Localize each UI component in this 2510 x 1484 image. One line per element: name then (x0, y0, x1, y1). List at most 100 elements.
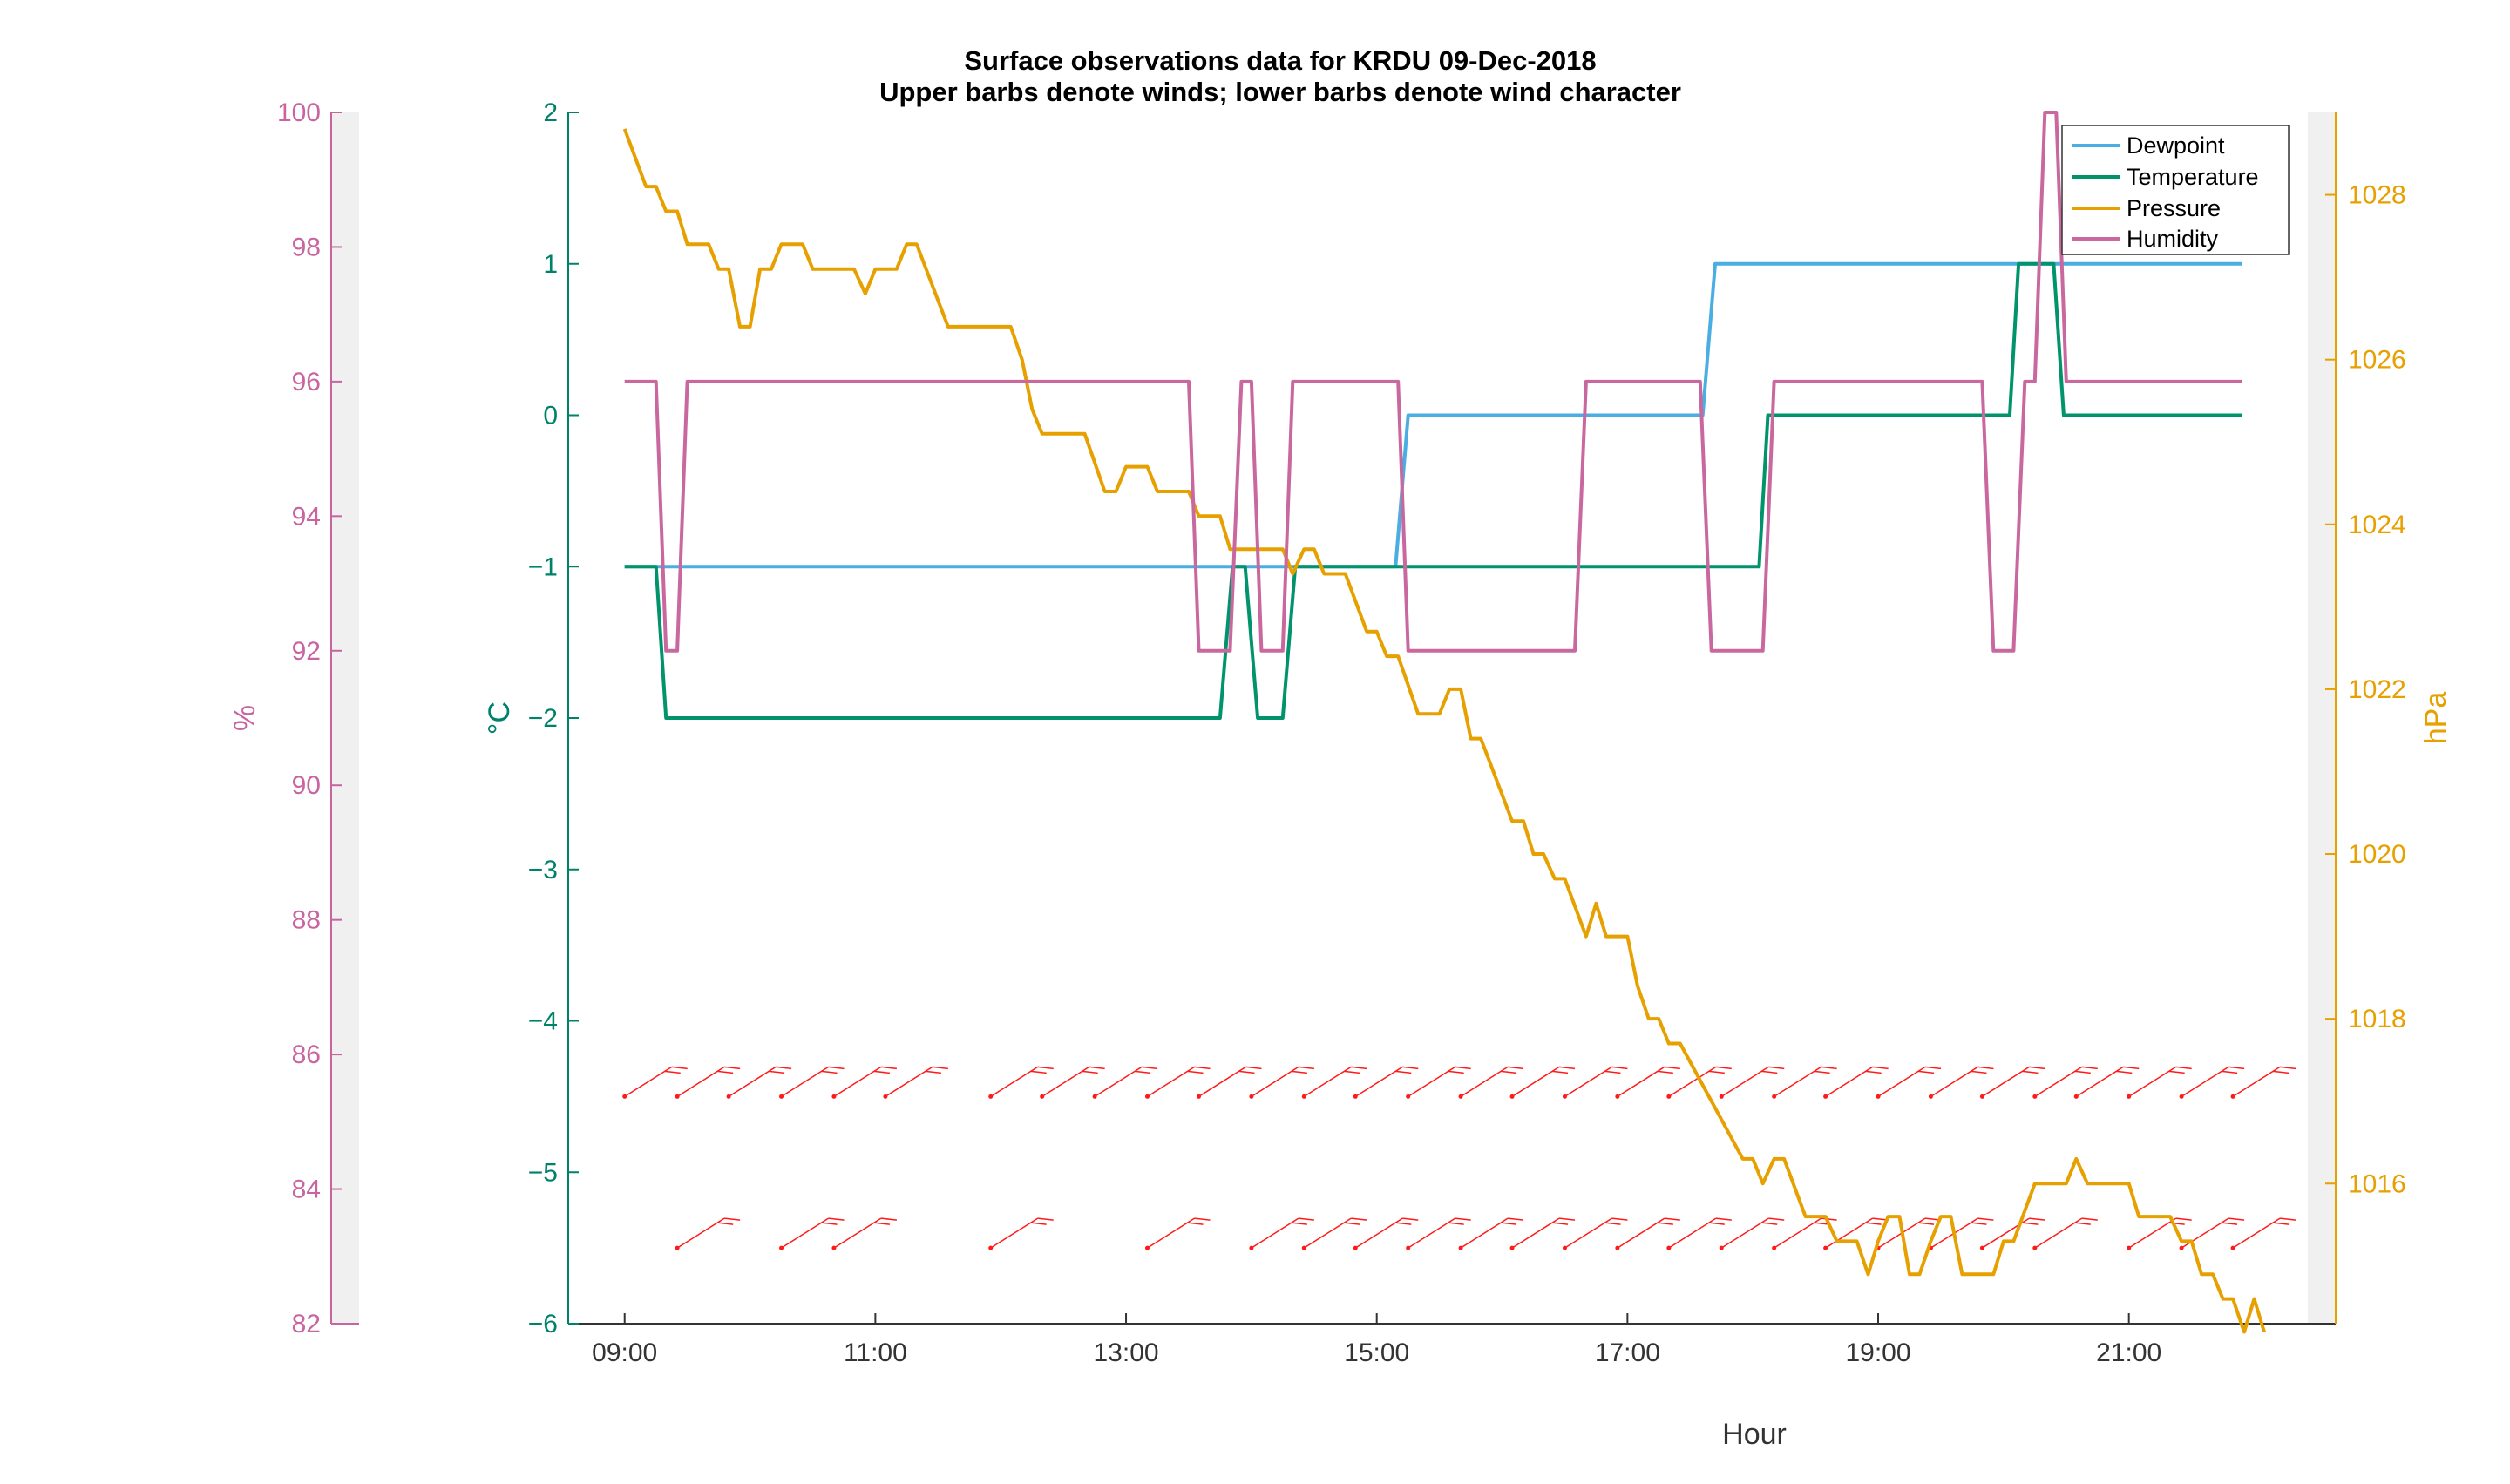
upper-wind-barb-feather (1500, 1070, 1517, 1074)
lower-wind-barb-feather (1977, 1217, 1994, 1221)
upper-wind-barb-feather (1187, 1070, 1204, 1074)
lower-wind-barb-feather (1395, 1222, 1412, 1225)
humidity-tick-label: 92 (292, 637, 321, 666)
lower-wind-barb-staff (1303, 1217, 1352, 1249)
lower-wind-barb-staff (1460, 1217, 1509, 1249)
upper-wind-barb-feather (1344, 1070, 1360, 1074)
upper-wind-barb-feather (932, 1066, 948, 1070)
pressure-tick-label: 1018 (2348, 1005, 2406, 1033)
temperature-tick-label: 1 (543, 250, 558, 279)
upper-wind-barb-feather (1814, 1070, 1830, 1074)
lower-wind-barb-staff (2181, 1217, 2229, 1249)
lower-wind-barb-feather (1768, 1217, 1785, 1221)
upper-wind-barb-staff (2232, 1066, 2281, 1098)
lower-wind-barb-feather (2222, 1222, 2238, 1225)
lower-wind-barb-staff (1564, 1217, 1612, 1249)
upper-wind-barb-feather (2168, 1070, 2185, 1074)
upper-wind-barb-staff (2181, 1066, 2229, 1098)
upper-wind-barb-staff (1094, 1066, 1143, 1098)
x-tick-label: 17:00 (1595, 1338, 1660, 1367)
lower-wind-barb-feather (724, 1217, 741, 1221)
chart-subtitle: Upper barbs denote winds; lower barbs de… (879, 77, 1681, 107)
humidity-tick-label: 88 (292, 906, 321, 935)
lower-wind-barb-feather (717, 1222, 734, 1225)
lower-wind-barb-feather (1455, 1217, 1471, 1221)
upper-wind-barb-feather (1715, 1066, 1732, 1070)
pressure-tick-label: 1024 (2348, 511, 2406, 539)
lower-wind-barb-feather (2272, 1222, 2290, 1225)
upper-wind-barb-staff (2034, 1066, 2083, 1098)
lower-wind-barb-staff (1668, 1217, 1717, 1249)
upper-wind-barb-feather (1971, 1070, 1987, 1074)
x-tick-label: 09:00 (592, 1338, 657, 1367)
lower-wind-barb-feather (1558, 1217, 1576, 1221)
upper-wind-barb-feather (717, 1070, 734, 1074)
upper-wind-barb-staff (1930, 1066, 1978, 1098)
legend-label-pressure: Pressure (2127, 195, 2221, 221)
lower-wind-barb-feather (1298, 1217, 1314, 1221)
lower-wind-barb-staff (1147, 1217, 1195, 1249)
upper-wind-barb-staff (1303, 1066, 1352, 1098)
upper-wind-barb-staff (624, 1066, 673, 1098)
lower-wind-barb-staff (676, 1217, 725, 1249)
temperature-axis-label: °C (483, 701, 516, 735)
humidity-axis-label: % (228, 705, 261, 731)
upper-wind-barb-feather (1298, 1066, 1314, 1070)
upper-wind-barb-feather (1291, 1070, 1307, 1074)
upper-wind-barb-feather (1238, 1070, 1255, 1074)
series-line-humidity (624, 111, 2242, 653)
lower-wind-barb-feather (1194, 1217, 1211, 1221)
upper-wind-barb-staff (1198, 1066, 1246, 1098)
upper-wind-barb-feather (1455, 1066, 1471, 1070)
pressure-tick-label: 1028 (2348, 181, 2406, 210)
lower-wind-barb-feather (2228, 1217, 2245, 1221)
upper-wind-barb-feather (2279, 1066, 2296, 1070)
upper-wind-barb-feather (1865, 1070, 1882, 1074)
upper-wind-barb-feather (1551, 1070, 1569, 1074)
legend: Dewpoint Temperature Pressure Humidity (2061, 125, 2290, 255)
upper-wind-barb-feather (2175, 1066, 2192, 1070)
upper-wind-barb-feather (1872, 1066, 1889, 1070)
upper-wind-barb-feather (873, 1070, 891, 1074)
upper-wind-barb-staff (1877, 1066, 1926, 1098)
lower-wind-barb-feather (1715, 1217, 1732, 1221)
humidity-tick-label: 96 (292, 368, 321, 396)
upper-wind-barb-feather (1507, 1066, 1524, 1070)
upper-wind-barb-feather (1604, 1070, 1621, 1074)
lower-wind-barb-feather (828, 1217, 845, 1221)
humidity-axis-strip (331, 112, 359, 1324)
lower-wind-barb-staff (781, 1217, 829, 1249)
pressure-tick-label: 1020 (2348, 840, 2406, 869)
lower-wind-barb-feather (2022, 1222, 2039, 1225)
upper-wind-barb-feather (1082, 1070, 1098, 1074)
upper-wind-barb-feather (1402, 1066, 1419, 1070)
lower-wind-barb-feather (1865, 1222, 1882, 1225)
upper-wind-barb-feather (2074, 1070, 2091, 1074)
lower-wind-barb-feather (2029, 1217, 2045, 1221)
upper-wind-barb-staff (781, 1066, 829, 1098)
lower-wind-barb-feather (1351, 1217, 1367, 1221)
lower-wind-barb-staff (2232, 1217, 2281, 1249)
upper-wind-barb-feather (1977, 1066, 1994, 1070)
upper-wind-barb-staff (1825, 1066, 1874, 1098)
upper-wind-barb-feather (776, 1066, 792, 1070)
upper-wind-barb-feather (1924, 1066, 1942, 1070)
upper-wind-barb-feather (1768, 1066, 1785, 1070)
lower-wind-barb-feather (1917, 1222, 1935, 1225)
upper-wind-barb-feather (1037, 1066, 1054, 1070)
lower-wind-barb-feather (873, 1222, 891, 1225)
legend-label-humidity: Humidity (2127, 226, 2219, 252)
lower-wind-barb-feather (1402, 1217, 1419, 1221)
upper-wind-barb-staff (1408, 1066, 1456, 1098)
legend-label-dewpoint: Dewpoint (2127, 132, 2225, 159)
pressure-axis-strip (2308, 112, 2336, 1324)
upper-wind-barb-feather (2228, 1066, 2245, 1070)
temperature-tick-label: −5 (528, 1158, 558, 1187)
upper-wind-barb-staff (1564, 1066, 1612, 1098)
lower-wind-barb-feather (1344, 1222, 1360, 1225)
lower-wind-barb-feather (1761, 1222, 1778, 1225)
temperature-tick-label: −4 (528, 1007, 558, 1036)
upper-wind-barb-feather (2029, 1066, 2045, 1070)
